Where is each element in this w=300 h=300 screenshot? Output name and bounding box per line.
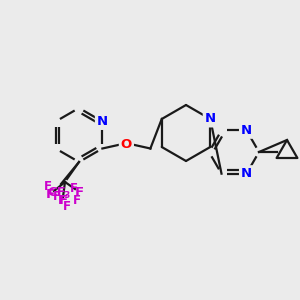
Text: F: F xyxy=(63,200,71,212)
Text: F: F xyxy=(45,188,55,200)
Text: F: F xyxy=(70,182,78,196)
Text: N: N xyxy=(241,124,252,137)
Text: F: F xyxy=(58,194,66,206)
Text: N: N xyxy=(97,115,108,128)
Text: N: N xyxy=(205,112,216,125)
Text: CF: CF xyxy=(48,185,66,199)
Text: F: F xyxy=(58,194,68,206)
Text: F: F xyxy=(44,181,52,194)
Text: O: O xyxy=(121,138,132,151)
Text: F: F xyxy=(73,194,81,206)
Text: 3: 3 xyxy=(64,191,70,200)
Text: N: N xyxy=(241,167,252,180)
Text: F: F xyxy=(53,190,61,202)
Text: F: F xyxy=(74,185,84,199)
